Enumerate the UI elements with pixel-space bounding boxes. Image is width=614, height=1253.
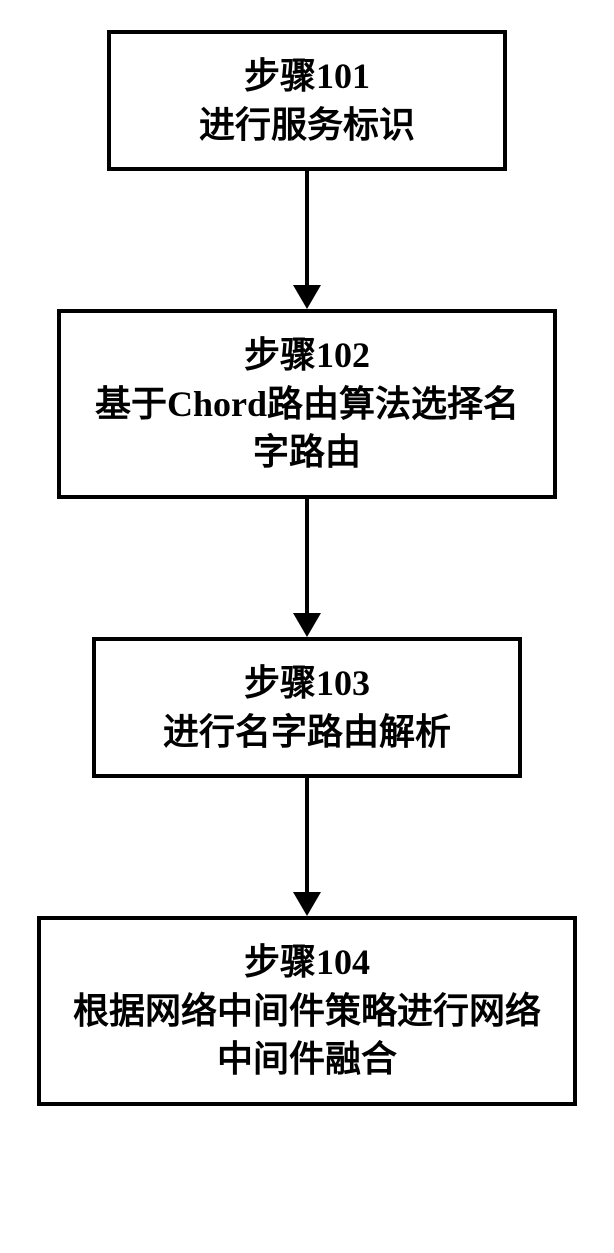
step-desc: 进行名字路由解析 (163, 708, 451, 757)
arrow-line (305, 778, 309, 893)
arrow-3 (293, 778, 321, 916)
arrow-line (305, 499, 309, 614)
arrow-head-icon (293, 892, 321, 916)
arrow-2 (293, 499, 321, 637)
step-box-101: 步骤101 进行服务标识 (107, 30, 507, 171)
step-box-104: 步骤104 根据网络中间件策略进行网络中间件融合 (37, 916, 577, 1106)
arrow-1 (293, 171, 321, 309)
step-desc: 基于Chord路由算法选择名字路由 (81, 380, 533, 477)
step-desc: 根据网络中间件策略进行网络中间件融合 (61, 987, 553, 1084)
step-title: 步骤103 (244, 659, 370, 708)
step-desc: 进行服务标识 (199, 101, 415, 150)
step-title: 步骤104 (244, 938, 370, 987)
flowchart-container: 步骤101 进行服务标识 步骤102 基于Chord路由算法选择名字路由 步骤1… (37, 30, 577, 1106)
step-title: 步骤102 (244, 331, 370, 380)
arrow-line (305, 171, 309, 286)
step-box-102: 步骤102 基于Chord路由算法选择名字路由 (57, 309, 557, 499)
arrow-head-icon (293, 613, 321, 637)
step-title: 步骤101 (244, 52, 370, 101)
arrow-head-icon (293, 285, 321, 309)
step-box-103: 步骤103 进行名字路由解析 (92, 637, 522, 778)
